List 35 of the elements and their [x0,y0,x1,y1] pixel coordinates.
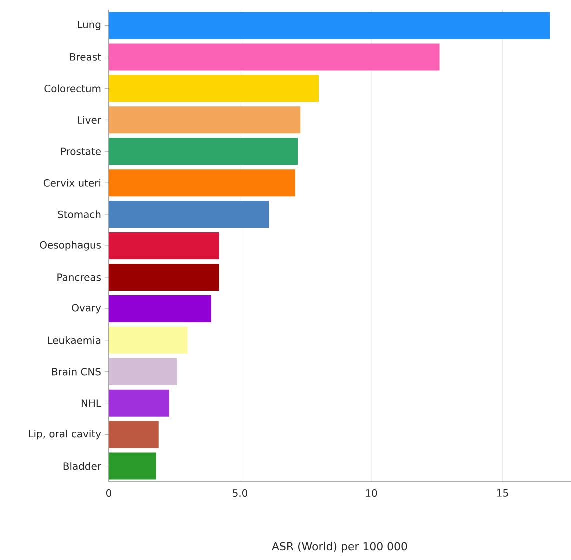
bar [109,390,170,417]
x-tick-label: 10 [366,490,378,498]
y-tick-label: Prostate [61,148,101,156]
y-tick-label: Lung [78,21,101,30]
bar [109,358,178,386]
bar [109,232,220,260]
bar [109,421,159,448]
y-tick-label: Colorectum [44,84,101,93]
y-tick-label: Brain CNS [52,368,101,376]
bar [109,44,440,71]
y-tick-label: Lip, oral cavity [29,430,102,440]
y-tick-label: Ovary [72,304,102,314]
y-tick-label: Pancreas [58,274,102,282]
x-tick-label: 0 [106,490,112,498]
bar [109,201,270,228]
x-axis-title: ASR (World) per 100 000 [272,542,408,553]
bar [109,138,298,166]
y-tick-label: NHL [82,400,102,407]
bar [109,106,301,134]
y-tick-label: Oesophagus [40,241,101,251]
y-tick-label: Liver [78,116,102,124]
bar [109,170,296,197]
x-tick-label: 15 [498,490,508,497]
y-tick-label: Leukaemia [48,336,101,344]
y-tick-label: Stomach [58,210,101,218]
bar [109,295,212,322]
bar [109,452,156,480]
bar [109,326,188,354]
y-tick-label: Breast [70,53,102,61]
y-tick-label: Cervix uteri [44,179,101,187]
x-tick-label: 5.0 [233,490,248,498]
y-tick-label: Bladder [64,462,102,470]
bar [109,75,320,102]
bar [109,264,220,291]
bar [109,12,550,40]
